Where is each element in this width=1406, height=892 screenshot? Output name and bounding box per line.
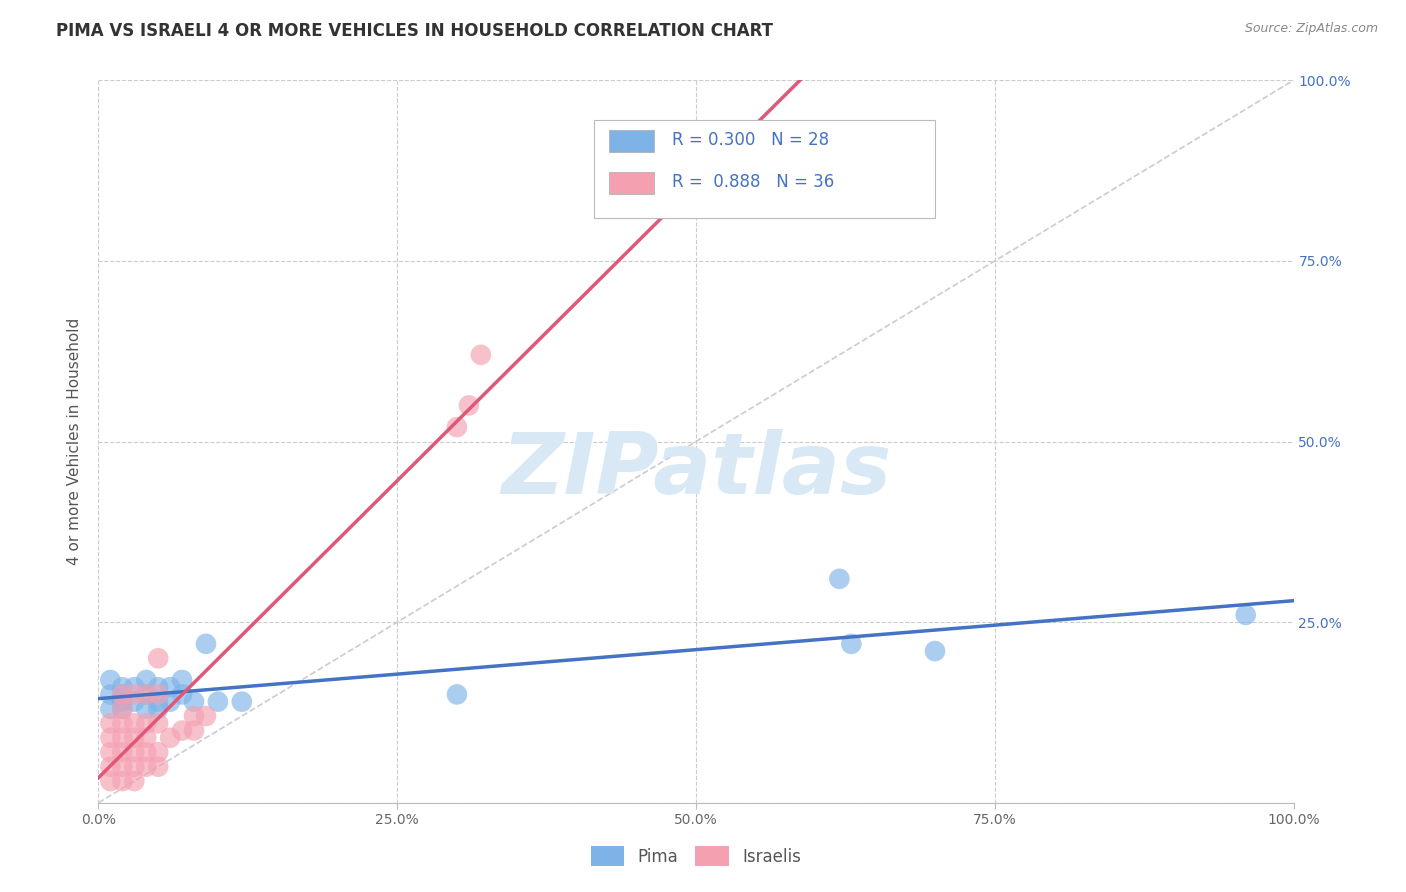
Point [135, 673, 157, 687]
Point [111, 731, 134, 745]
Text: ZIPatlas: ZIPatlas [501, 429, 891, 512]
Point [924, 644, 946, 658]
FancyBboxPatch shape [595, 120, 935, 218]
Point [124, 680, 146, 694]
Point [124, 745, 146, 759]
Point [124, 716, 146, 731]
Point [124, 760, 146, 774]
Point [124, 695, 146, 709]
Point [195, 637, 218, 651]
Legend: Pima, Israelis: Pima, Israelis [583, 838, 808, 874]
Point [148, 760, 170, 774]
Point [183, 709, 205, 723]
Point [98, 760, 122, 774]
Point [111, 760, 134, 774]
Point [195, 709, 218, 723]
Point [135, 731, 157, 745]
Point [111, 702, 134, 716]
Point [159, 680, 181, 694]
Point [148, 680, 170, 694]
Point [828, 572, 851, 586]
Point [124, 687, 146, 701]
Text: Source: ZipAtlas.com: Source: ZipAtlas.com [1244, 22, 1378, 36]
Point [148, 745, 170, 759]
Y-axis label: 4 or more Vehicles in Household: 4 or more Vehicles in Household [66, 318, 82, 566]
Bar [609, 172, 654, 194]
Point [446, 420, 468, 434]
Point [148, 702, 170, 716]
Point [98, 687, 122, 701]
Point [148, 695, 170, 709]
Point [135, 716, 157, 731]
Point [111, 687, 134, 701]
Point [231, 695, 253, 709]
Point [111, 680, 134, 694]
Point [172, 723, 194, 738]
Point [124, 731, 146, 745]
Point [148, 687, 170, 701]
Point [183, 695, 205, 709]
Point [172, 687, 194, 701]
Point [135, 760, 157, 774]
Point [135, 687, 157, 701]
Point [98, 673, 122, 687]
Point [470, 348, 492, 362]
Point [135, 745, 157, 759]
Point [1234, 607, 1257, 622]
Point [135, 702, 157, 716]
Point [135, 687, 157, 701]
Point [98, 745, 122, 759]
Point [172, 673, 194, 687]
Text: R =  0.888   N = 36: R = 0.888 N = 36 [672, 173, 834, 191]
Point [111, 716, 134, 731]
Point [111, 687, 134, 701]
Point [207, 695, 229, 709]
Point [111, 702, 134, 716]
Point [446, 687, 468, 701]
Point [98, 731, 122, 745]
Point [124, 774, 146, 789]
Point [98, 716, 122, 731]
Point [458, 398, 481, 412]
Point [183, 723, 205, 738]
Point [111, 774, 134, 789]
Point [159, 731, 181, 745]
Point [111, 695, 134, 709]
Bar [609, 130, 654, 152]
Point [148, 651, 170, 665]
Point [841, 637, 863, 651]
Point [98, 774, 122, 789]
Point [148, 716, 170, 731]
Point [111, 745, 134, 759]
Point [98, 702, 122, 716]
Text: R = 0.300   N = 28: R = 0.300 N = 28 [672, 131, 830, 149]
Point [159, 695, 181, 709]
Text: PIMA VS ISRAELI 4 OR MORE VEHICLES IN HOUSEHOLD CORRELATION CHART: PIMA VS ISRAELI 4 OR MORE VEHICLES IN HO… [56, 22, 773, 40]
